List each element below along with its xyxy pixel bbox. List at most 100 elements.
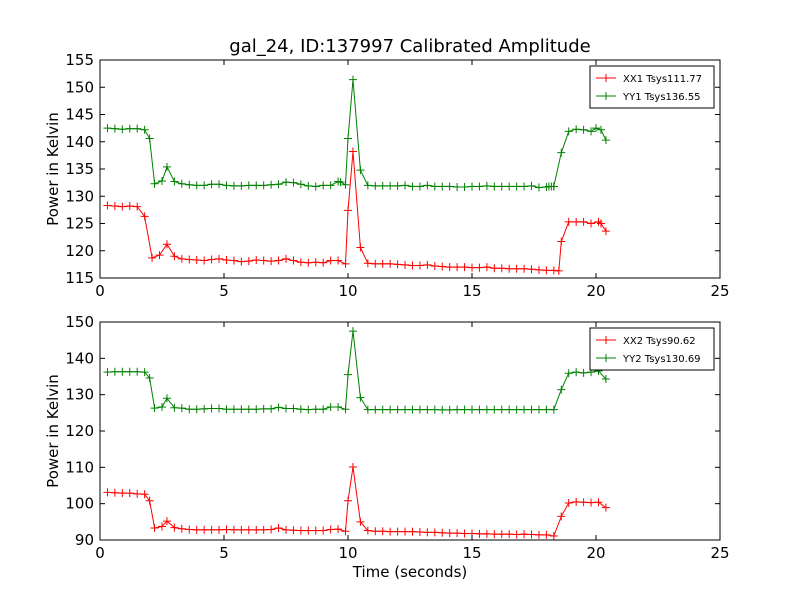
data-point [371,181,380,190]
data-point [453,182,462,191]
x-tick-label: 0 [95,282,105,300]
data-point [512,182,521,191]
data-point [185,255,194,264]
data-point [408,182,417,191]
data-point [304,526,313,535]
data-point [222,405,231,414]
data-point [371,527,380,536]
data-point [445,263,454,272]
data-point [244,405,253,414]
data-point [162,394,171,403]
data-point [415,261,424,270]
data-point [296,180,305,189]
data-point [601,136,610,145]
data-point [207,404,216,413]
data-point [505,405,514,414]
data-point [145,496,154,505]
data-point [520,530,529,539]
x-tick-label: 10 [338,282,357,300]
data-point [215,254,224,263]
data-point [423,260,432,269]
data-point [192,525,201,534]
data-point [222,525,231,534]
data-point [438,528,447,537]
data-point [423,405,432,414]
data-point [162,517,171,526]
data-point [274,403,283,412]
data-point [259,525,268,534]
data-point [587,219,596,228]
data-point [378,405,387,414]
data-point [445,529,454,538]
data-point [145,134,154,143]
plot-area [103,327,610,540]
data-point [133,202,142,211]
data-point [348,75,357,84]
data-point [497,530,506,539]
x-tick-label: 15 [462,544,481,562]
data-point [170,252,179,261]
data-point [267,257,276,266]
data-point [341,180,350,189]
data-point [475,405,484,414]
data-point [468,263,476,272]
data-point [103,488,112,497]
x-axis-label: Time (seconds) [352,563,468,581]
data-point [408,405,417,414]
data-point [237,257,246,266]
data-point [363,526,372,535]
y-tick-label: 140 [65,133,94,151]
data-point [512,405,521,414]
data-point [490,530,499,539]
data-point [207,525,216,534]
data-point [549,182,558,191]
data-point [229,256,238,265]
data-point [237,181,246,190]
x-tick-label: 25 [710,282,729,300]
data-point [430,405,439,414]
data-point [118,367,127,376]
data-point [557,148,566,157]
data-point [110,202,119,211]
data-point [148,253,157,262]
data-point [482,405,491,414]
data-point [133,124,142,133]
data-point [110,124,119,133]
data-point [304,258,313,267]
data-point [490,405,499,414]
data-point [289,256,298,265]
data-point [336,178,345,187]
data-point [267,180,276,189]
data-point [423,528,432,537]
data-point [244,257,253,266]
data-point [177,404,186,413]
data-point [170,403,179,412]
x-tick-label: 25 [710,544,729,562]
top-panel: 0 5 10 15 20 25 115 120 125 130 135 140 145 150 155 Pow… [44,51,730,300]
data-point [363,181,372,190]
y-tick-label: 140 [65,349,94,367]
data-point [162,240,171,249]
data-point [296,405,305,414]
data-point [170,523,179,532]
data-point [110,488,119,497]
data-point [596,219,605,228]
data-point [341,527,350,536]
data-point [592,124,600,133]
data-point [185,525,194,534]
data-point [118,489,127,498]
data-point [326,256,335,265]
data-point [207,180,216,189]
data-point [378,181,387,190]
data-point [415,528,424,537]
data-point [348,327,357,336]
data-point [200,256,209,265]
data-point [482,263,491,272]
data-point [274,256,283,265]
data-point [252,181,261,190]
data-point [177,179,186,188]
data-point [572,497,581,506]
legend-marker [602,92,610,100]
data-point [125,489,134,498]
x-tick-label: 5 [219,544,229,562]
